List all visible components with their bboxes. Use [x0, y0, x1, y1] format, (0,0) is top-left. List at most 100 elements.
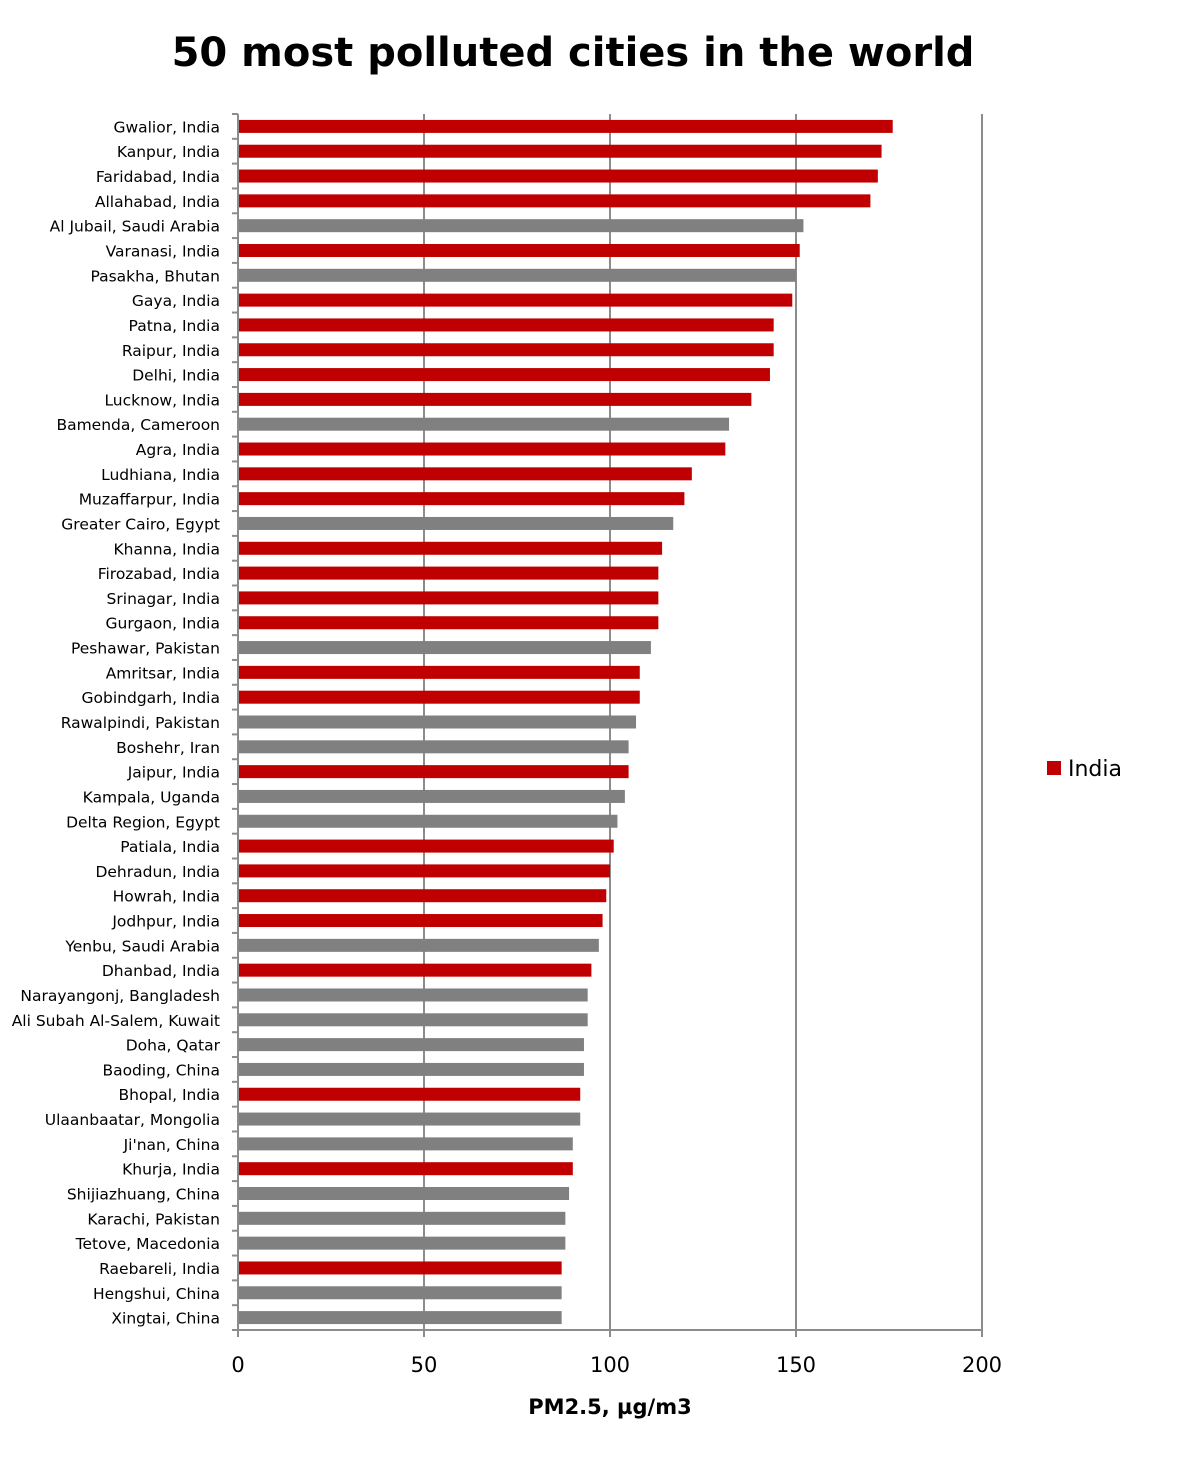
bar [239, 442, 726, 456]
y-tick-label: Gwalior, India [113, 118, 220, 136]
bar [239, 1211, 566, 1225]
bar [239, 492, 685, 506]
bar [239, 1162, 573, 1176]
bar [239, 194, 871, 208]
bar [239, 1137, 573, 1151]
x-tick-label: 100 [590, 1353, 630, 1377]
y-tick-label: Dhanbad, India [102, 962, 220, 980]
y-tick-label: Hengshui, China [93, 1285, 220, 1303]
bar [239, 765, 629, 779]
y-tick-label: Kanpur, India [117, 143, 220, 161]
bar [239, 268, 796, 282]
y-tick-label: Gurgaon, India [106, 615, 220, 633]
y-tick-label: Delta Region, Egypt [66, 813, 220, 831]
chart-title: 50 most polluted cities in the world [172, 30, 975, 76]
bar [239, 566, 659, 580]
y-tick-label: Muzaffarpur, India [79, 491, 220, 509]
bar [239, 740, 629, 754]
bar [239, 963, 592, 977]
bar [239, 392, 752, 406]
y-tick-label: Jaipur, India [127, 764, 220, 782]
y-tick-label: Ali Subah Al-Salem, Kuwait [12, 1012, 220, 1030]
y-tick-label: Srinagar, India [107, 590, 220, 608]
x-axis-label: PM2.5, µg/m3 [528, 1395, 691, 1419]
bar [239, 293, 793, 307]
y-tick-label: Khanna, India [113, 540, 220, 558]
y-tick-label: Jodhpur, India [111, 913, 220, 931]
y-tick-label: Gobindgarh, India [82, 689, 220, 707]
bar [239, 219, 804, 233]
y-tick-label: Yenbu, Saudi Arabia [64, 937, 220, 955]
bar [239, 690, 640, 704]
bar [239, 318, 774, 332]
y-tick-label: Agra, India [136, 441, 220, 459]
y-tick-label: Ludhiana, India [101, 466, 220, 484]
legend-label-india: India [1068, 757, 1122, 782]
bar [239, 889, 607, 903]
bar [239, 1261, 562, 1275]
y-tick-label: Allahabad, India [95, 193, 220, 211]
legend: India [1047, 757, 1122, 782]
y-tick-label: Firozabad, India [98, 565, 220, 583]
y-tick-label: Al Jubail, Saudi Arabia [50, 218, 220, 236]
bar [239, 616, 659, 630]
y-tick-label: Khurja, India [122, 1161, 220, 1179]
y-tick-label: Baoding, China [102, 1061, 220, 1079]
y-tick-label: Lucknow, India [104, 391, 220, 409]
y-tick-label: Gaya, India [132, 292, 220, 310]
bar [239, 467, 692, 481]
y-tick-label: Faridabad, India [96, 168, 220, 186]
bar [239, 1087, 581, 1101]
y-tick-label: Xingtai, China [111, 1310, 220, 1328]
bar [239, 641, 651, 655]
y-tick-label: Raipur, India [122, 342, 220, 360]
y-tick-label: Patiala, India [120, 838, 220, 856]
bar [239, 144, 882, 158]
bar [239, 243, 800, 257]
y-tick-label: Pasakha, Bhutan [90, 267, 220, 285]
y-tick-label: Amritsar, India [106, 664, 220, 682]
bar [239, 914, 603, 928]
y-tick-label: Peshawar, Pakistan [71, 640, 220, 658]
y-tick-label: Tetove, Macedonia [75, 1235, 220, 1253]
bar [239, 789, 625, 803]
y-tick-label: Patna, India [129, 317, 220, 335]
bar [239, 119, 893, 133]
y-tick-label: Boshehr, Iran [116, 739, 220, 757]
bar [239, 516, 674, 530]
y-tick-label: Delhi, India [132, 367, 220, 385]
bar [239, 988, 588, 1002]
y-tick-label: Varanasi, India [106, 242, 220, 260]
bar [239, 1013, 588, 1027]
y-tick-label: Greater Cairo, Egypt [61, 515, 220, 533]
bar [239, 1236, 566, 1250]
y-tick-label: Karachi, Pakistan [87, 1210, 220, 1228]
bar [239, 541, 663, 555]
y-tick-label: Rawalpindi, Pakistan [61, 714, 220, 732]
bar [239, 591, 659, 605]
y-tick-label: Howrah, India [113, 888, 220, 906]
bar [239, 1286, 562, 1300]
y-tick-label: Ji'nan, China [123, 1136, 220, 1154]
bar [239, 368, 770, 382]
bar [239, 864, 610, 878]
y-tick-label: Ulaanbaatar, Mongolia [45, 1111, 220, 1129]
bar [239, 1112, 581, 1126]
x-tick-label: 200 [962, 1353, 1002, 1377]
bar [239, 169, 878, 183]
bar [239, 1311, 562, 1325]
bar [239, 1187, 570, 1201]
y-tick-label: Bamenda, Cameroon [56, 416, 220, 434]
y-tick-label: Bhopal, India [119, 1086, 220, 1104]
bar [239, 1038, 584, 1052]
y-tick-label: Dehradun, India [95, 863, 220, 881]
x-tick-label: 50 [411, 1353, 438, 1377]
bar [239, 665, 640, 679]
bar [239, 839, 614, 853]
y-tick-label: Raebareli, India [99, 1260, 220, 1278]
y-tick-label: Kampala, Uganda [83, 788, 220, 806]
bar [239, 417, 730, 431]
bar [239, 343, 774, 357]
y-tick-label: Shijiazhuang, China [67, 1186, 220, 1204]
